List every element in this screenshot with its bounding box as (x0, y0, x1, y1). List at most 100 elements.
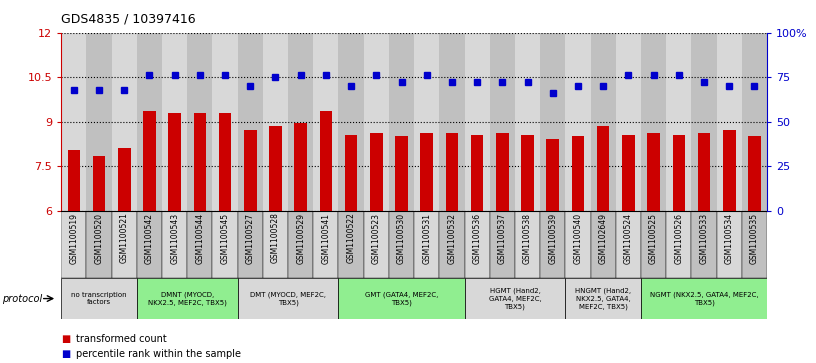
Bar (490, 33, 515, 211)
Bar (622, 135, 635, 363)
Bar (641, 33, 666, 211)
Bar (193, 113, 206, 363)
Text: GSM1102649: GSM1102649 (599, 213, 608, 264)
Bar (244, 131, 256, 363)
Bar (288, 211, 313, 278)
Bar (320, 111, 332, 363)
Bar (414, 33, 439, 211)
Text: GSM1100532: GSM1100532 (447, 213, 456, 264)
Bar (61, 211, 86, 278)
Bar (112, 33, 137, 211)
Bar (672, 135, 685, 363)
Bar (364, 33, 389, 211)
Text: GSM1100525: GSM1100525 (649, 213, 658, 264)
Text: protocol: protocol (2, 294, 42, 303)
Bar (596, 126, 610, 363)
Bar (339, 278, 464, 319)
Bar (118, 148, 131, 363)
Bar (137, 211, 162, 278)
Text: GSM1100521: GSM1100521 (120, 213, 129, 264)
Text: GDS4835 / 10397416: GDS4835 / 10397416 (61, 12, 196, 25)
Text: GSM1100523: GSM1100523 (372, 213, 381, 264)
Bar (295, 123, 307, 363)
Bar (515, 33, 540, 211)
Bar (496, 134, 508, 363)
Bar (439, 211, 464, 278)
Bar (616, 211, 641, 278)
Bar (237, 278, 339, 319)
Text: transformed count: transformed count (76, 334, 166, 344)
Bar (521, 135, 534, 363)
Bar (187, 211, 212, 278)
Bar (389, 33, 414, 211)
Bar (464, 278, 565, 319)
Bar (86, 33, 112, 211)
Bar (439, 33, 464, 211)
Bar (269, 126, 282, 363)
Text: GSM1100527: GSM1100527 (246, 213, 255, 264)
Bar (237, 211, 263, 278)
Bar (187, 33, 212, 211)
Bar (565, 33, 591, 211)
Bar (212, 33, 237, 211)
Bar (647, 134, 660, 363)
Bar (263, 211, 288, 278)
Text: GSM1100522: GSM1100522 (347, 213, 356, 264)
Text: GSM1100545: GSM1100545 (220, 213, 229, 264)
Text: GSM1100537: GSM1100537 (498, 213, 507, 264)
Text: ■: ■ (61, 334, 70, 344)
Text: GSM1100543: GSM1100543 (171, 213, 180, 264)
Text: GSM1100529: GSM1100529 (296, 213, 305, 264)
Text: GSM1100533: GSM1100533 (699, 213, 708, 264)
Text: GSM1100534: GSM1100534 (725, 213, 734, 264)
Text: percentile rank within the sample: percentile rank within the sample (76, 349, 241, 359)
Bar (313, 211, 339, 278)
Text: GSM1100535: GSM1100535 (750, 213, 759, 264)
Bar (616, 33, 641, 211)
Bar (591, 33, 616, 211)
Text: HNGMT (Hand2,
NKX2.5, GATA4,
MEF2C, TBX5): HNGMT (Hand2, NKX2.5, GATA4, MEF2C, TBX5… (575, 287, 632, 310)
Text: GSM1100519: GSM1100519 (69, 213, 78, 264)
Bar (93, 156, 105, 363)
Bar (464, 211, 490, 278)
Text: GMT (GATA4, MEF2C,
TBX5): GMT (GATA4, MEF2C, TBX5) (365, 291, 438, 306)
Bar (515, 211, 540, 278)
Bar (143, 111, 156, 363)
Bar (389, 211, 414, 278)
Bar (237, 33, 263, 211)
Bar (263, 33, 288, 211)
Text: no transcription
factors: no transcription factors (71, 292, 126, 305)
Text: ■: ■ (61, 349, 70, 359)
Bar (345, 135, 357, 363)
Bar (137, 278, 237, 319)
Bar (68, 150, 80, 363)
Bar (565, 211, 591, 278)
Bar (137, 33, 162, 211)
Bar (547, 139, 559, 363)
Text: GSM1100539: GSM1100539 (548, 213, 557, 264)
Bar (370, 134, 383, 363)
Text: GSM1100540: GSM1100540 (574, 213, 583, 264)
Text: GSM1100541: GSM1100541 (322, 213, 330, 264)
Bar (742, 33, 767, 211)
Bar (666, 33, 691, 211)
Bar (471, 135, 483, 363)
Text: DMNT (MYOCD,
NKX2.5, MEF2C, TBX5): DMNT (MYOCD, NKX2.5, MEF2C, TBX5) (148, 291, 227, 306)
Bar (691, 211, 716, 278)
Bar (339, 211, 364, 278)
Bar (723, 131, 735, 363)
Text: GSM1100524: GSM1100524 (624, 213, 633, 264)
Text: GSM1100520: GSM1100520 (95, 213, 104, 264)
Bar (168, 113, 181, 363)
Bar (748, 136, 761, 363)
Bar (219, 113, 232, 363)
Bar (591, 211, 616, 278)
Bar (641, 278, 767, 319)
Text: GSM1100542: GSM1100542 (145, 213, 154, 264)
Bar (288, 33, 313, 211)
Bar (414, 211, 439, 278)
Bar (742, 211, 767, 278)
Bar (565, 278, 641, 319)
Bar (395, 136, 408, 363)
Bar (540, 211, 565, 278)
